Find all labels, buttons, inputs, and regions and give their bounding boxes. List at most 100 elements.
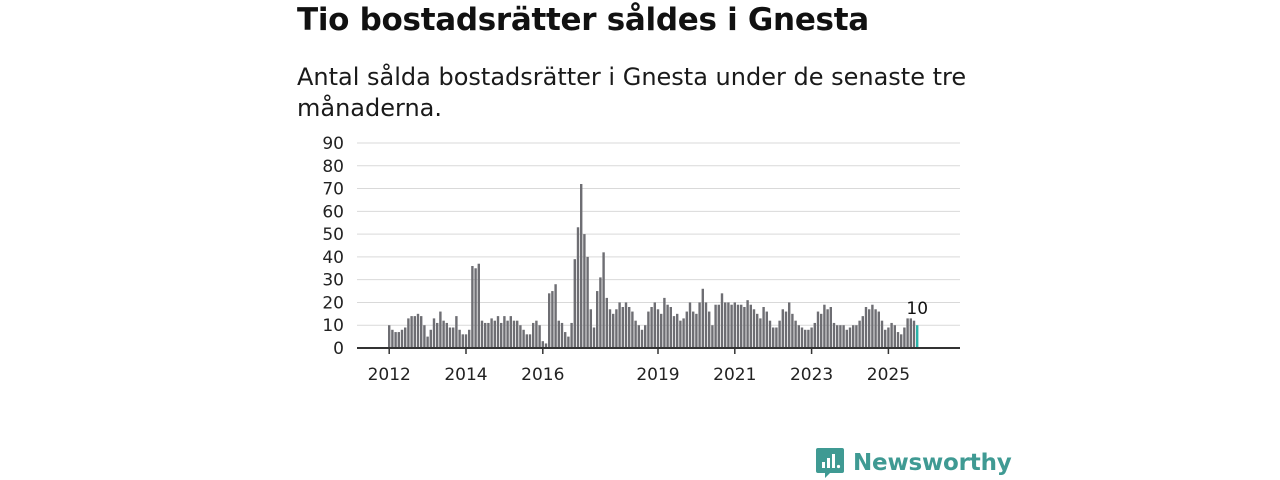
bar — [471, 266, 474, 348]
bar — [903, 327, 906, 348]
bar — [464, 334, 468, 348]
bar — [743, 307, 746, 348]
bar — [778, 320, 781, 348]
bar — [621, 307, 624, 348]
bar — [720, 293, 724, 348]
bar — [528, 334, 532, 348]
bar — [487, 322, 490, 348]
bar — [589, 309, 592, 348]
bar — [656, 309, 660, 348]
bar — [576, 227, 580, 348]
bar — [413, 316, 416, 348]
bar — [884, 329, 887, 348]
bar-highlight — [916, 325, 919, 348]
bar — [909, 318, 912, 348]
bar — [404, 327, 407, 348]
bar — [775, 327, 778, 348]
bar — [836, 325, 839, 348]
bar — [410, 316, 413, 348]
bar — [848, 327, 852, 348]
bar — [573, 259, 576, 348]
bar — [506, 320, 509, 348]
bar — [887, 327, 890, 348]
bar — [397, 332, 400, 348]
bar — [794, 320, 797, 348]
bar — [394, 332, 397, 348]
bar — [890, 322, 893, 348]
bar — [749, 304, 752, 348]
bar — [730, 304, 733, 348]
bar — [746, 300, 749, 348]
bar — [557, 320, 560, 348]
chart-subtitle: Antal sålda bostadsrätter i Gnesta under… — [297, 63, 967, 122]
bar — [391, 329, 394, 348]
bar — [592, 327, 596, 348]
bar — [759, 318, 762, 348]
bar — [800, 327, 804, 348]
bar — [820, 313, 823, 348]
bar — [484, 322, 487, 348]
bar — [784, 311, 788, 348]
bar — [752, 309, 756, 348]
bar — [666, 304, 669, 348]
bar — [896, 332, 900, 348]
bar — [544, 343, 548, 348]
bar — [416, 313, 420, 348]
x-tick-label: 2016 — [521, 365, 564, 385]
bar — [583, 234, 586, 348]
bar — [634, 320, 637, 348]
bar — [864, 307, 868, 348]
bar — [788, 302, 791, 348]
bar — [893, 325, 896, 348]
bar — [400, 329, 404, 348]
bar — [519, 325, 522, 348]
newsworthy-logo: Newsworthy — [815, 447, 1012, 479]
bar — [605, 297, 608, 348]
y-tick-label: 90 — [322, 134, 344, 154]
y-tick-label: 20 — [322, 293, 344, 313]
bar — [906, 318, 909, 348]
bar — [826, 309, 829, 348]
bar — [423, 325, 426, 348]
bar — [701, 288, 704, 348]
bar — [797, 325, 800, 348]
bar — [852, 325, 855, 348]
x-tick-label: 2021 — [713, 365, 756, 385]
bar — [448, 327, 452, 348]
bar — [461, 334, 464, 348]
bar — [612, 313, 615, 348]
bar — [714, 304, 717, 348]
bar — [861, 316, 864, 348]
bar — [669, 307, 672, 348]
x-tick-label: 2023 — [790, 365, 833, 385]
bar — [640, 329, 644, 348]
bar — [541, 341, 544, 348]
bar — [480, 320, 484, 348]
bar — [442, 320, 445, 348]
bar — [855, 325, 858, 348]
bar — [599, 277, 602, 348]
bar — [679, 320, 682, 348]
bar — [685, 311, 688, 348]
bar — [551, 291, 554, 348]
bar — [535, 320, 538, 348]
y-tick-label: 10 — [322, 316, 344, 336]
bar — [832, 322, 836, 348]
bar — [624, 302, 628, 348]
bar — [695, 313, 698, 348]
bar — [692, 311, 695, 348]
bar — [608, 309, 612, 348]
chart-title: Tio bostadsrätter såldes i Gnesta — [297, 2, 869, 38]
bar — [839, 325, 842, 348]
bar — [772, 327, 775, 348]
bar — [900, 334, 903, 348]
bar — [672, 316, 676, 348]
bar — [845, 329, 848, 348]
bar — [765, 311, 768, 348]
y-tick-label: 30 — [322, 271, 344, 291]
newsworthy-logo-icon — [816, 448, 844, 478]
bar — [532, 322, 535, 348]
bar — [554, 284, 557, 348]
